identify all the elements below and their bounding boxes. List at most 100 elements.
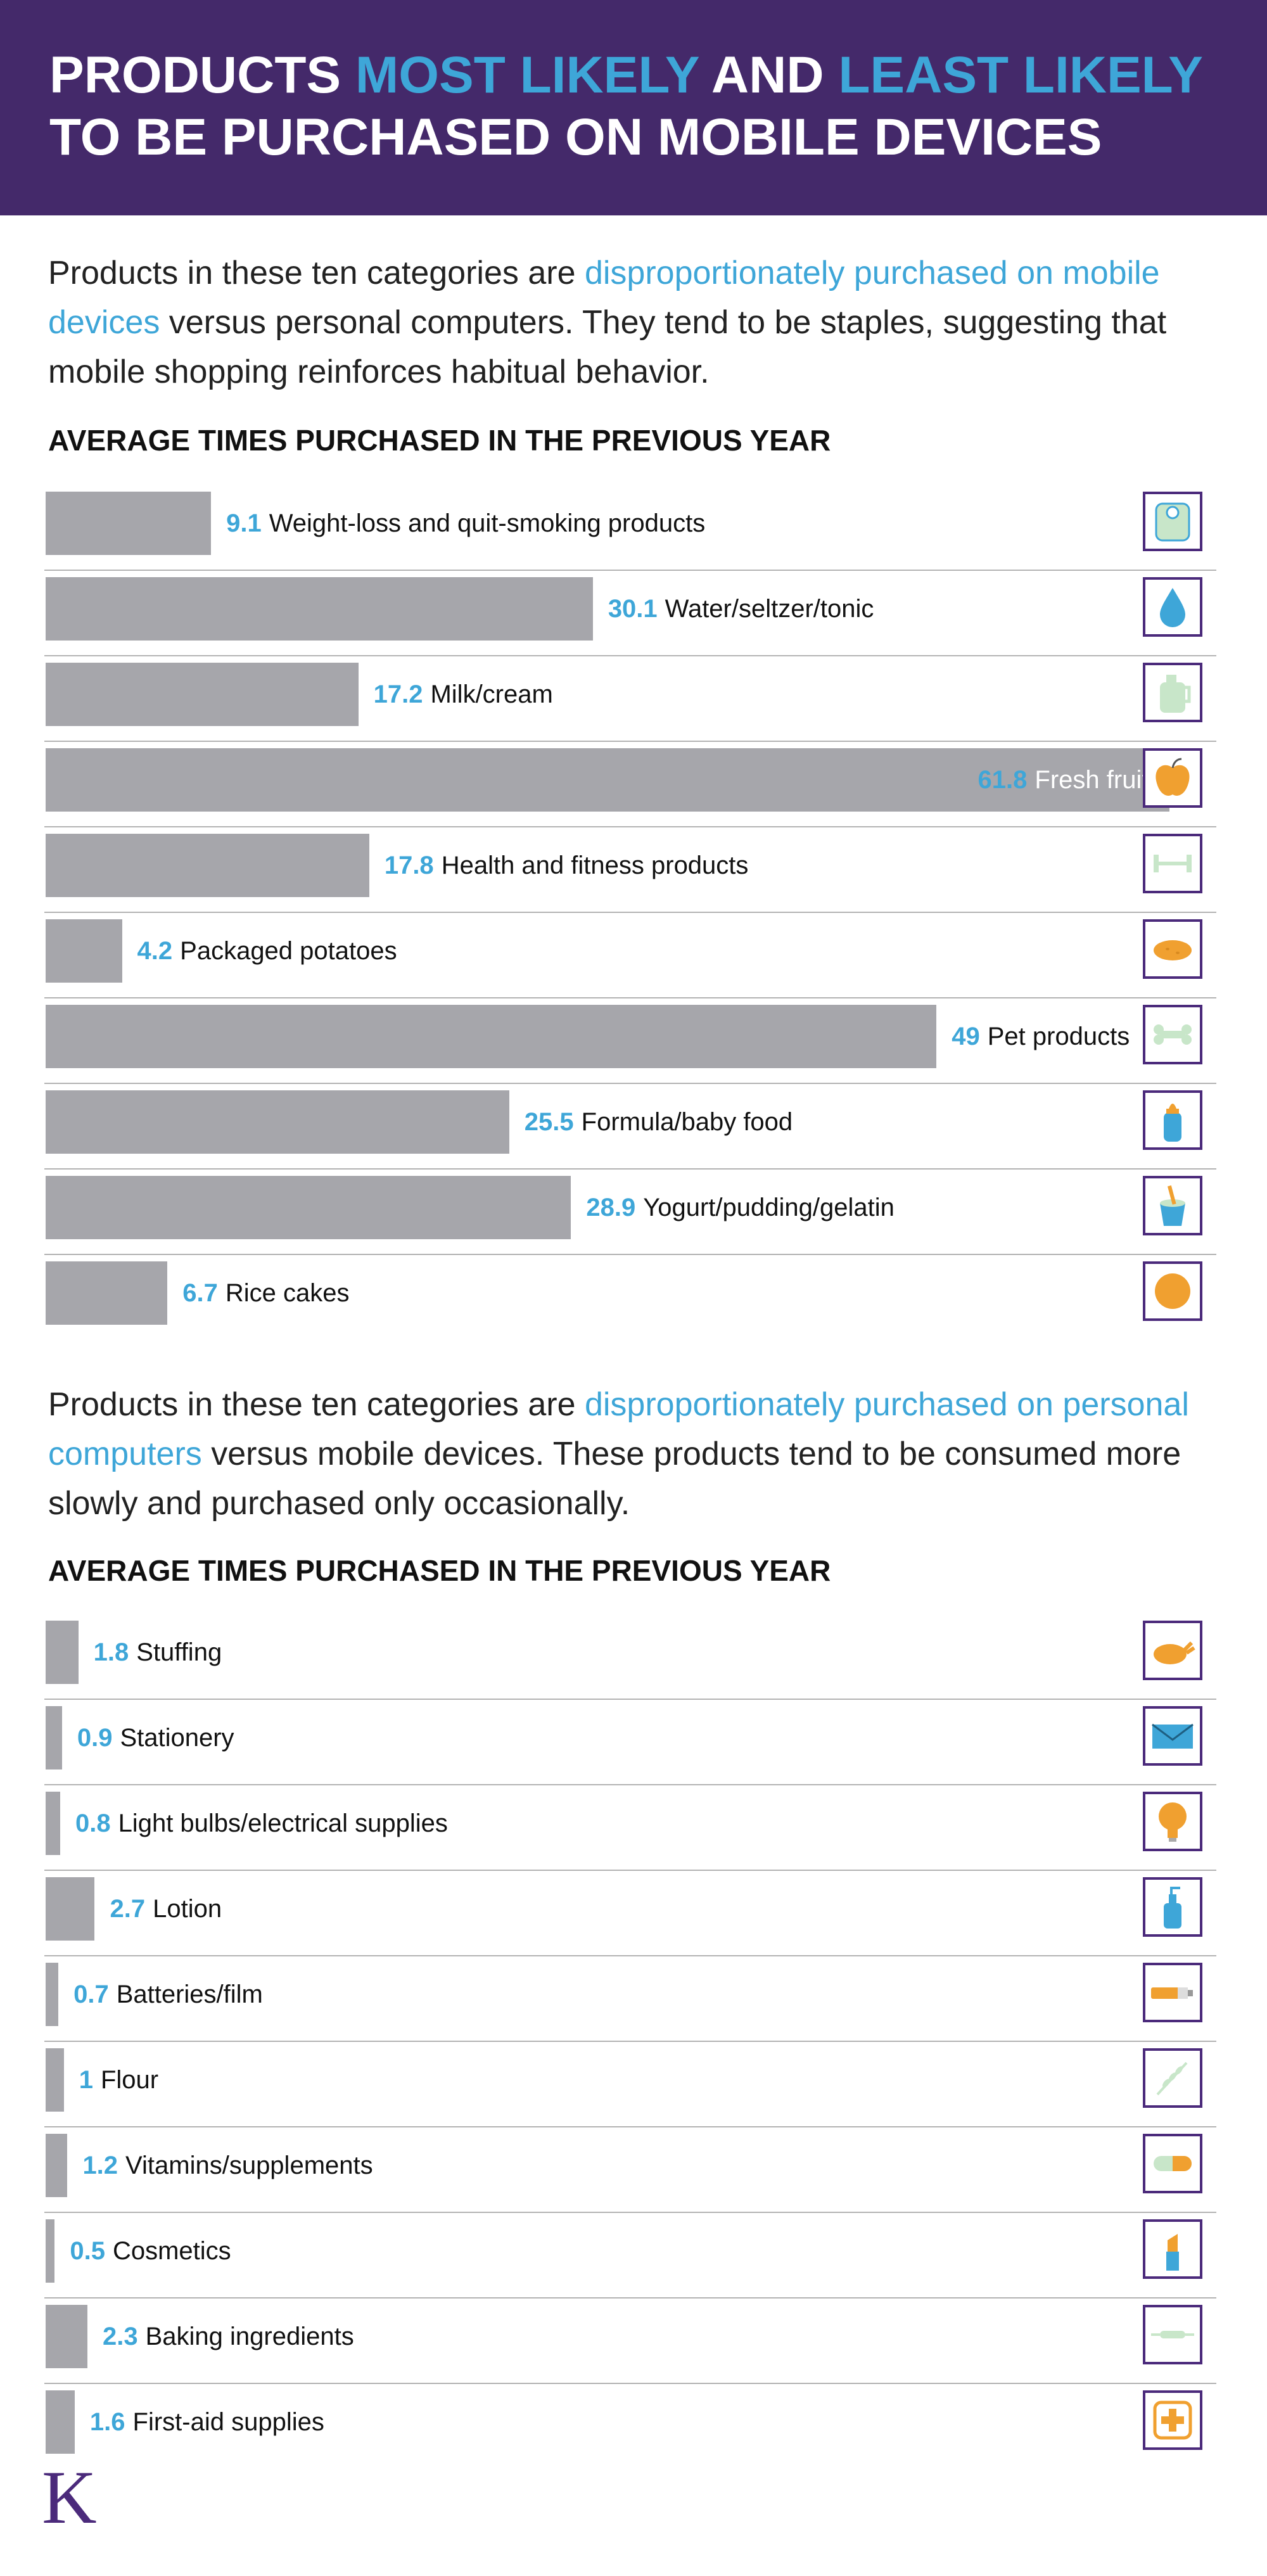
bar-label: 0.7 Batteries/film xyxy=(73,1963,263,2026)
chart-row: 30.1 Water/seltzer/tonic xyxy=(44,571,1216,656)
battery-icon xyxy=(1143,1963,1202,2022)
category-label: Stationery xyxy=(120,1724,234,1752)
row-divider xyxy=(44,826,1216,827)
bar-label: 6.7 Rice cakes xyxy=(182,1261,349,1325)
row-divider xyxy=(44,2212,1216,2213)
wheat-icon xyxy=(1143,2048,1202,2108)
category-label: Pet products xyxy=(987,1023,1130,1050)
value-label: 0.5 xyxy=(70,2237,105,2265)
bar-label: 2.7 Lotion xyxy=(110,1877,222,1941)
bar xyxy=(46,1261,168,1325)
chart-row: 17.2 Milk/cream xyxy=(44,656,1216,742)
category-label: First-aid supplies xyxy=(132,2408,324,2436)
bar xyxy=(46,1792,60,1855)
potato-icon xyxy=(1143,919,1202,979)
apple-icon xyxy=(1143,748,1202,808)
rice-cake-icon xyxy=(1143,1261,1202,1321)
category-label: Light bulbs/electrical supplies xyxy=(118,1809,448,1837)
value-label: 0.8 xyxy=(75,1809,111,1837)
chart-row: 1.8 Stuffing xyxy=(44,1614,1216,1700)
bar xyxy=(46,2305,87,2368)
category-label: Weight-loss and quit-smoking products xyxy=(269,509,706,537)
category-label: Batteries/film xyxy=(116,1980,263,2008)
chart-row: 1.2 Vitamins/supplements xyxy=(44,2127,1216,2213)
row-divider xyxy=(44,997,1216,998)
section1-intro: Products in these ten categories are dis… xyxy=(48,255,1167,390)
header-banner: PRODUCTS MOST LIKELY AND LEAST LIKELY TO… xyxy=(0,0,1267,215)
bar-label: 28.9 Yogurt/pudding/gelatin xyxy=(586,1176,895,1239)
bar xyxy=(46,2390,75,2454)
chart-row: 1.6 First-aid supplies xyxy=(44,2384,1216,2470)
bar xyxy=(46,919,122,983)
bar xyxy=(46,2134,68,2197)
lotion-bottle-icon xyxy=(1143,1877,1202,1937)
baby-bottle-icon xyxy=(1143,1090,1202,1150)
chart-row: 1 Flour xyxy=(44,2042,1216,2127)
bar-label: 1.8 Stuffing xyxy=(94,1621,222,1684)
brand-logo: K xyxy=(42,2455,105,2539)
row-divider xyxy=(44,2126,1216,2127)
bar xyxy=(46,1963,59,2026)
value-label: 9.1 xyxy=(226,509,262,537)
row-divider xyxy=(44,1784,1216,1785)
rolling-pin-icon xyxy=(1143,2305,1202,2364)
category-label: Flour xyxy=(100,2066,159,2094)
value-label: 0.7 xyxy=(73,1980,109,2008)
category-label: Cosmetics xyxy=(112,2237,231,2265)
category-label: Fresh fruits xyxy=(1035,766,1162,794)
bar-label: 17.8 Health and fitness products xyxy=(385,834,749,897)
chart-row: 0.9 Stationery xyxy=(44,1700,1216,1785)
row-divider xyxy=(44,1955,1216,1956)
value-label: 30.1 xyxy=(608,595,658,623)
bar-label: 0.5 Cosmetics xyxy=(70,2219,231,2283)
bar xyxy=(46,1621,79,1684)
category-label: Formula/baby food xyxy=(581,1108,793,1136)
dumbbell-icon xyxy=(1143,834,1202,893)
value-label: 25.5 xyxy=(524,1108,574,1136)
row-divider xyxy=(44,1168,1216,1170)
bar xyxy=(46,748,1169,812)
section2-subhead: AVERAGE TIMES PURCHASED IN THE PREVIOUS … xyxy=(48,1554,831,1587)
row-divider xyxy=(44,1083,1216,1084)
category-label: Yogurt/pudding/gelatin xyxy=(643,1194,895,1221)
bar-label: 0.9 Stationery xyxy=(77,1706,234,1769)
chart-row: 0.8 Light bulbs/electrical supplies xyxy=(44,1785,1216,1871)
water-drop-icon xyxy=(1143,577,1202,637)
row-divider xyxy=(44,570,1216,571)
chart-row: 0.5 Cosmetics xyxy=(44,2213,1216,2299)
bar xyxy=(46,1090,509,1154)
bar-label: 9.1 Weight-loss and quit-smoking products xyxy=(226,492,705,555)
row-divider xyxy=(44,912,1216,913)
row-divider xyxy=(44,1699,1216,1700)
value-label: 61.8 xyxy=(977,766,1028,794)
bar xyxy=(46,1176,571,1239)
yogurt-cup-icon xyxy=(1143,1176,1202,1235)
category-label: Stuffing xyxy=(136,1638,222,1666)
bar-label: 17.2 Milk/cream xyxy=(374,663,553,726)
bar xyxy=(46,2219,55,2283)
section2-intro: Products in these ten categories are dis… xyxy=(48,1386,1189,1522)
category-label: Milk/cream xyxy=(430,680,553,708)
value-label: 28.9 xyxy=(586,1194,636,1221)
bar xyxy=(46,1877,95,1941)
row-divider xyxy=(44,1870,1216,1871)
row-divider xyxy=(44,2297,1216,2299)
turkey-icon xyxy=(1143,1621,1202,1680)
bar-label: 1 Flour xyxy=(79,2048,158,2112)
value-label: 1.2 xyxy=(82,2152,118,2179)
title-line-2: TO BE PURCHASED ON MOBILE DEVICES xyxy=(49,108,1102,166)
value-label: 49 xyxy=(952,1023,980,1050)
milk-jug-icon xyxy=(1143,663,1202,722)
value-label: 2.3 xyxy=(103,2323,138,2350)
chart-row: 6.7 Rice cakes xyxy=(44,1255,1216,1341)
chart-row: 61.8 Fresh fruits xyxy=(44,742,1216,827)
bar xyxy=(46,834,369,897)
pill-icon xyxy=(1143,2134,1202,2193)
bar xyxy=(46,577,593,641)
category-label: Vitamins/supplements xyxy=(125,2152,373,2179)
chart-row: 4.2 Packaged potatoes xyxy=(44,913,1216,998)
svg-text:K: K xyxy=(42,2464,97,2534)
envelope-icon xyxy=(1143,1706,1202,1766)
bar-label: 1.6 First-aid supplies xyxy=(90,2390,324,2454)
bar-label: 30.1 Water/seltzer/tonic xyxy=(608,577,874,641)
